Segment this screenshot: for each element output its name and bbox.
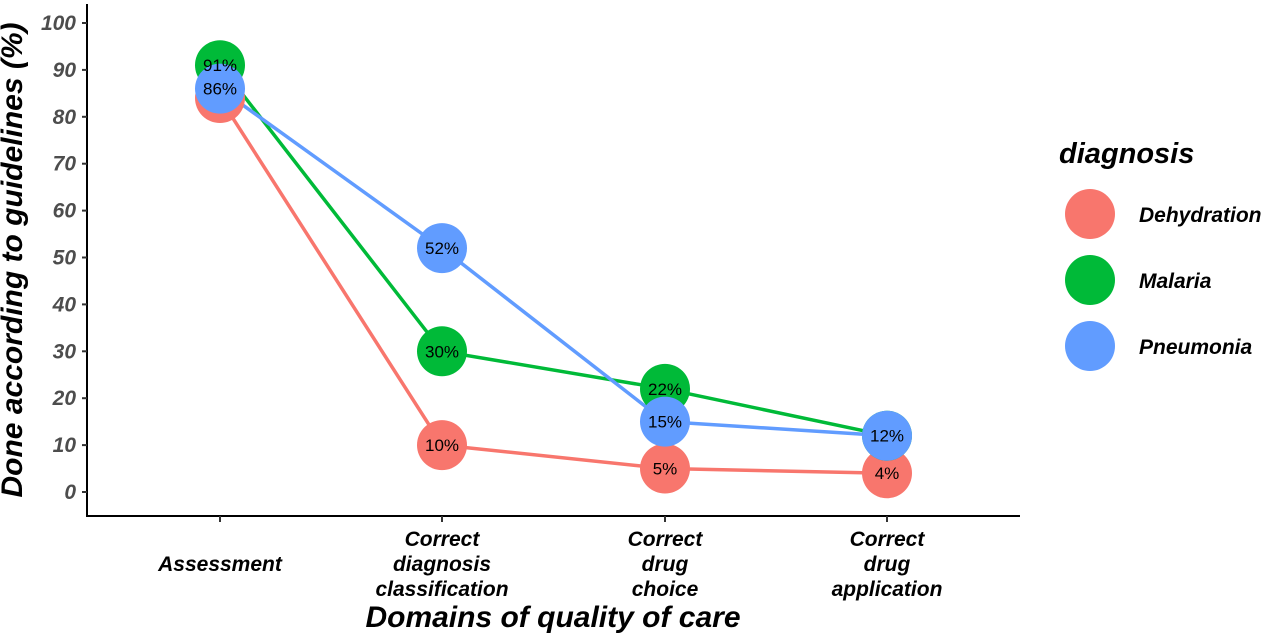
data-point-dehydration [862, 448, 912, 499]
series-line-pneumonia [218, 87, 888, 438]
y-tick-label: 0 [64, 481, 76, 504]
data-point-malaria [417, 326, 467, 377]
series-lines [218, 64, 888, 475]
data-label-dehydration: 10% [425, 436, 459, 455]
legend-key-malaria [1065, 255, 1115, 305]
legend-label-pneumonia: Pneumonia [1139, 336, 1253, 359]
x-tick-label: Assessment [157, 553, 283, 576]
data-label-malaria: 12% [870, 427, 904, 446]
x-axis-title: Domains of quality of care [365, 601, 740, 634]
legend: diagnosis Dehydration Malaria Pneumonia [1059, 138, 1262, 371]
y-tick-label: 90 [53, 59, 77, 82]
legend-key-dehydration [1065, 189, 1115, 239]
data-points [195, 40, 912, 499]
x-tick-label: Correct diagnosis classification [375, 528, 508, 601]
x-tick-label-line: Correct [628, 528, 704, 551]
data-point-pneumonia [195, 63, 245, 114]
data-point-pneumonia [862, 410, 912, 461]
legend-label-dehydration: Dehydration [1139, 204, 1262, 227]
x-tick-label-line: drug [642, 553, 689, 576]
x-tick-label-line: drug [864, 553, 911, 576]
legend-title: diagnosis [1059, 138, 1194, 170]
x-tick-label-line: Assessment [157, 553, 283, 576]
data-label-pneumonia: 15% [648, 413, 682, 432]
y-tick-label: 80 [53, 106, 77, 129]
legend-label-malaria: Malaria [1139, 270, 1212, 293]
y-tick-label: 10 [53, 434, 77, 457]
axes [86, 4, 1020, 517]
x-tick-label-line: application [832, 578, 943, 601]
data-labels: 10% 5% 4% 91% 30% 22% 12% 86% 52% 15% [203, 56, 904, 483]
series-line-dehydration [218, 97, 888, 475]
x-tick-label-line: choice [632, 578, 699, 601]
x-tick-label: Correct drug choice [628, 528, 704, 601]
y-tick-label: 70 [53, 153, 77, 176]
y-tick-label: 50 [53, 247, 77, 270]
data-point-dehydration [417, 420, 467, 471]
x-tick-label-line: diagnosis [393, 553, 491, 576]
y-tick-label: 60 [53, 200, 77, 223]
y-ticks: 0 10 20 30 40 50 60 70 80 90 100 [41, 12, 87, 504]
x-tick-label-line: classification [375, 578, 508, 601]
y-tick-label: 40 [52, 293, 77, 316]
data-label-malaria: 22% [648, 380, 682, 399]
x-tick-label-line: Correct [405, 528, 481, 551]
data-label-malaria: 30% [425, 342, 459, 361]
data-point-dehydration [640, 443, 690, 494]
y-tick-label: 20 [52, 387, 77, 410]
y-tick-label: 30 [53, 340, 77, 363]
data-label-malaria: 91% [203, 56, 237, 75]
data-label-dehydration: 4% [875, 464, 900, 483]
data-point-pneumonia [640, 396, 690, 447]
y-tick-label: 100 [41, 12, 76, 35]
data-point-pneumonia [417, 223, 467, 274]
series-line-malaria [218, 64, 888, 438]
legend-key-pneumonia [1065, 321, 1115, 371]
x-tick-label-line: Correct [850, 528, 926, 551]
y-axis-title: Done according to guidelines (%) [0, 22, 29, 497]
x-tick-label: Correct drug application [832, 528, 943, 601]
data-label-pneumonia: 86% [203, 80, 237, 99]
data-label-pneumonia: 52% [425, 239, 459, 258]
data-label-dehydration: 5% [653, 460, 678, 479]
